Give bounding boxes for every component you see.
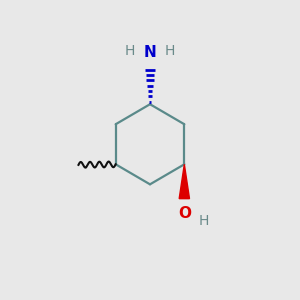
Text: H: H xyxy=(199,214,209,228)
Text: H: H xyxy=(165,44,175,58)
Text: H: H xyxy=(125,44,135,58)
Polygon shape xyxy=(179,164,190,199)
Text: N: N xyxy=(144,45,156,60)
Text: O: O xyxy=(178,206,191,221)
